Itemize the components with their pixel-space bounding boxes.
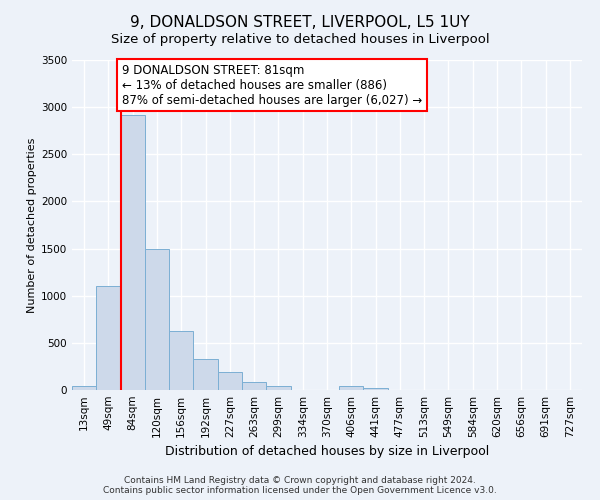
Y-axis label: Number of detached properties: Number of detached properties [27,138,37,312]
Bar [96,286,121,390]
Bar [364,388,388,390]
Text: Size of property relative to detached houses in Liverpool: Size of property relative to detached ho… [110,32,490,46]
Bar [169,330,193,390]
Bar [193,359,218,390]
Bar [266,386,290,390]
Bar [72,386,96,390]
X-axis label: Distribution of detached houses by size in Liverpool: Distribution of detached houses by size … [165,446,489,458]
Text: 9, DONALDSON STREET, LIVERPOOL, L5 1UY: 9, DONALDSON STREET, LIVERPOOL, L5 1UY [130,15,470,30]
Bar [121,114,145,390]
Text: 9 DONALDSON STREET: 81sqm
← 13% of detached houses are smaller (886)
87% of semi: 9 DONALDSON STREET: 81sqm ← 13% of detac… [122,64,422,107]
Bar [145,248,169,390]
Bar [218,372,242,390]
Bar [242,382,266,390]
Text: Contains HM Land Registry data © Crown copyright and database right 2024.
Contai: Contains HM Land Registry data © Crown c… [103,476,497,495]
Bar [339,386,364,390]
